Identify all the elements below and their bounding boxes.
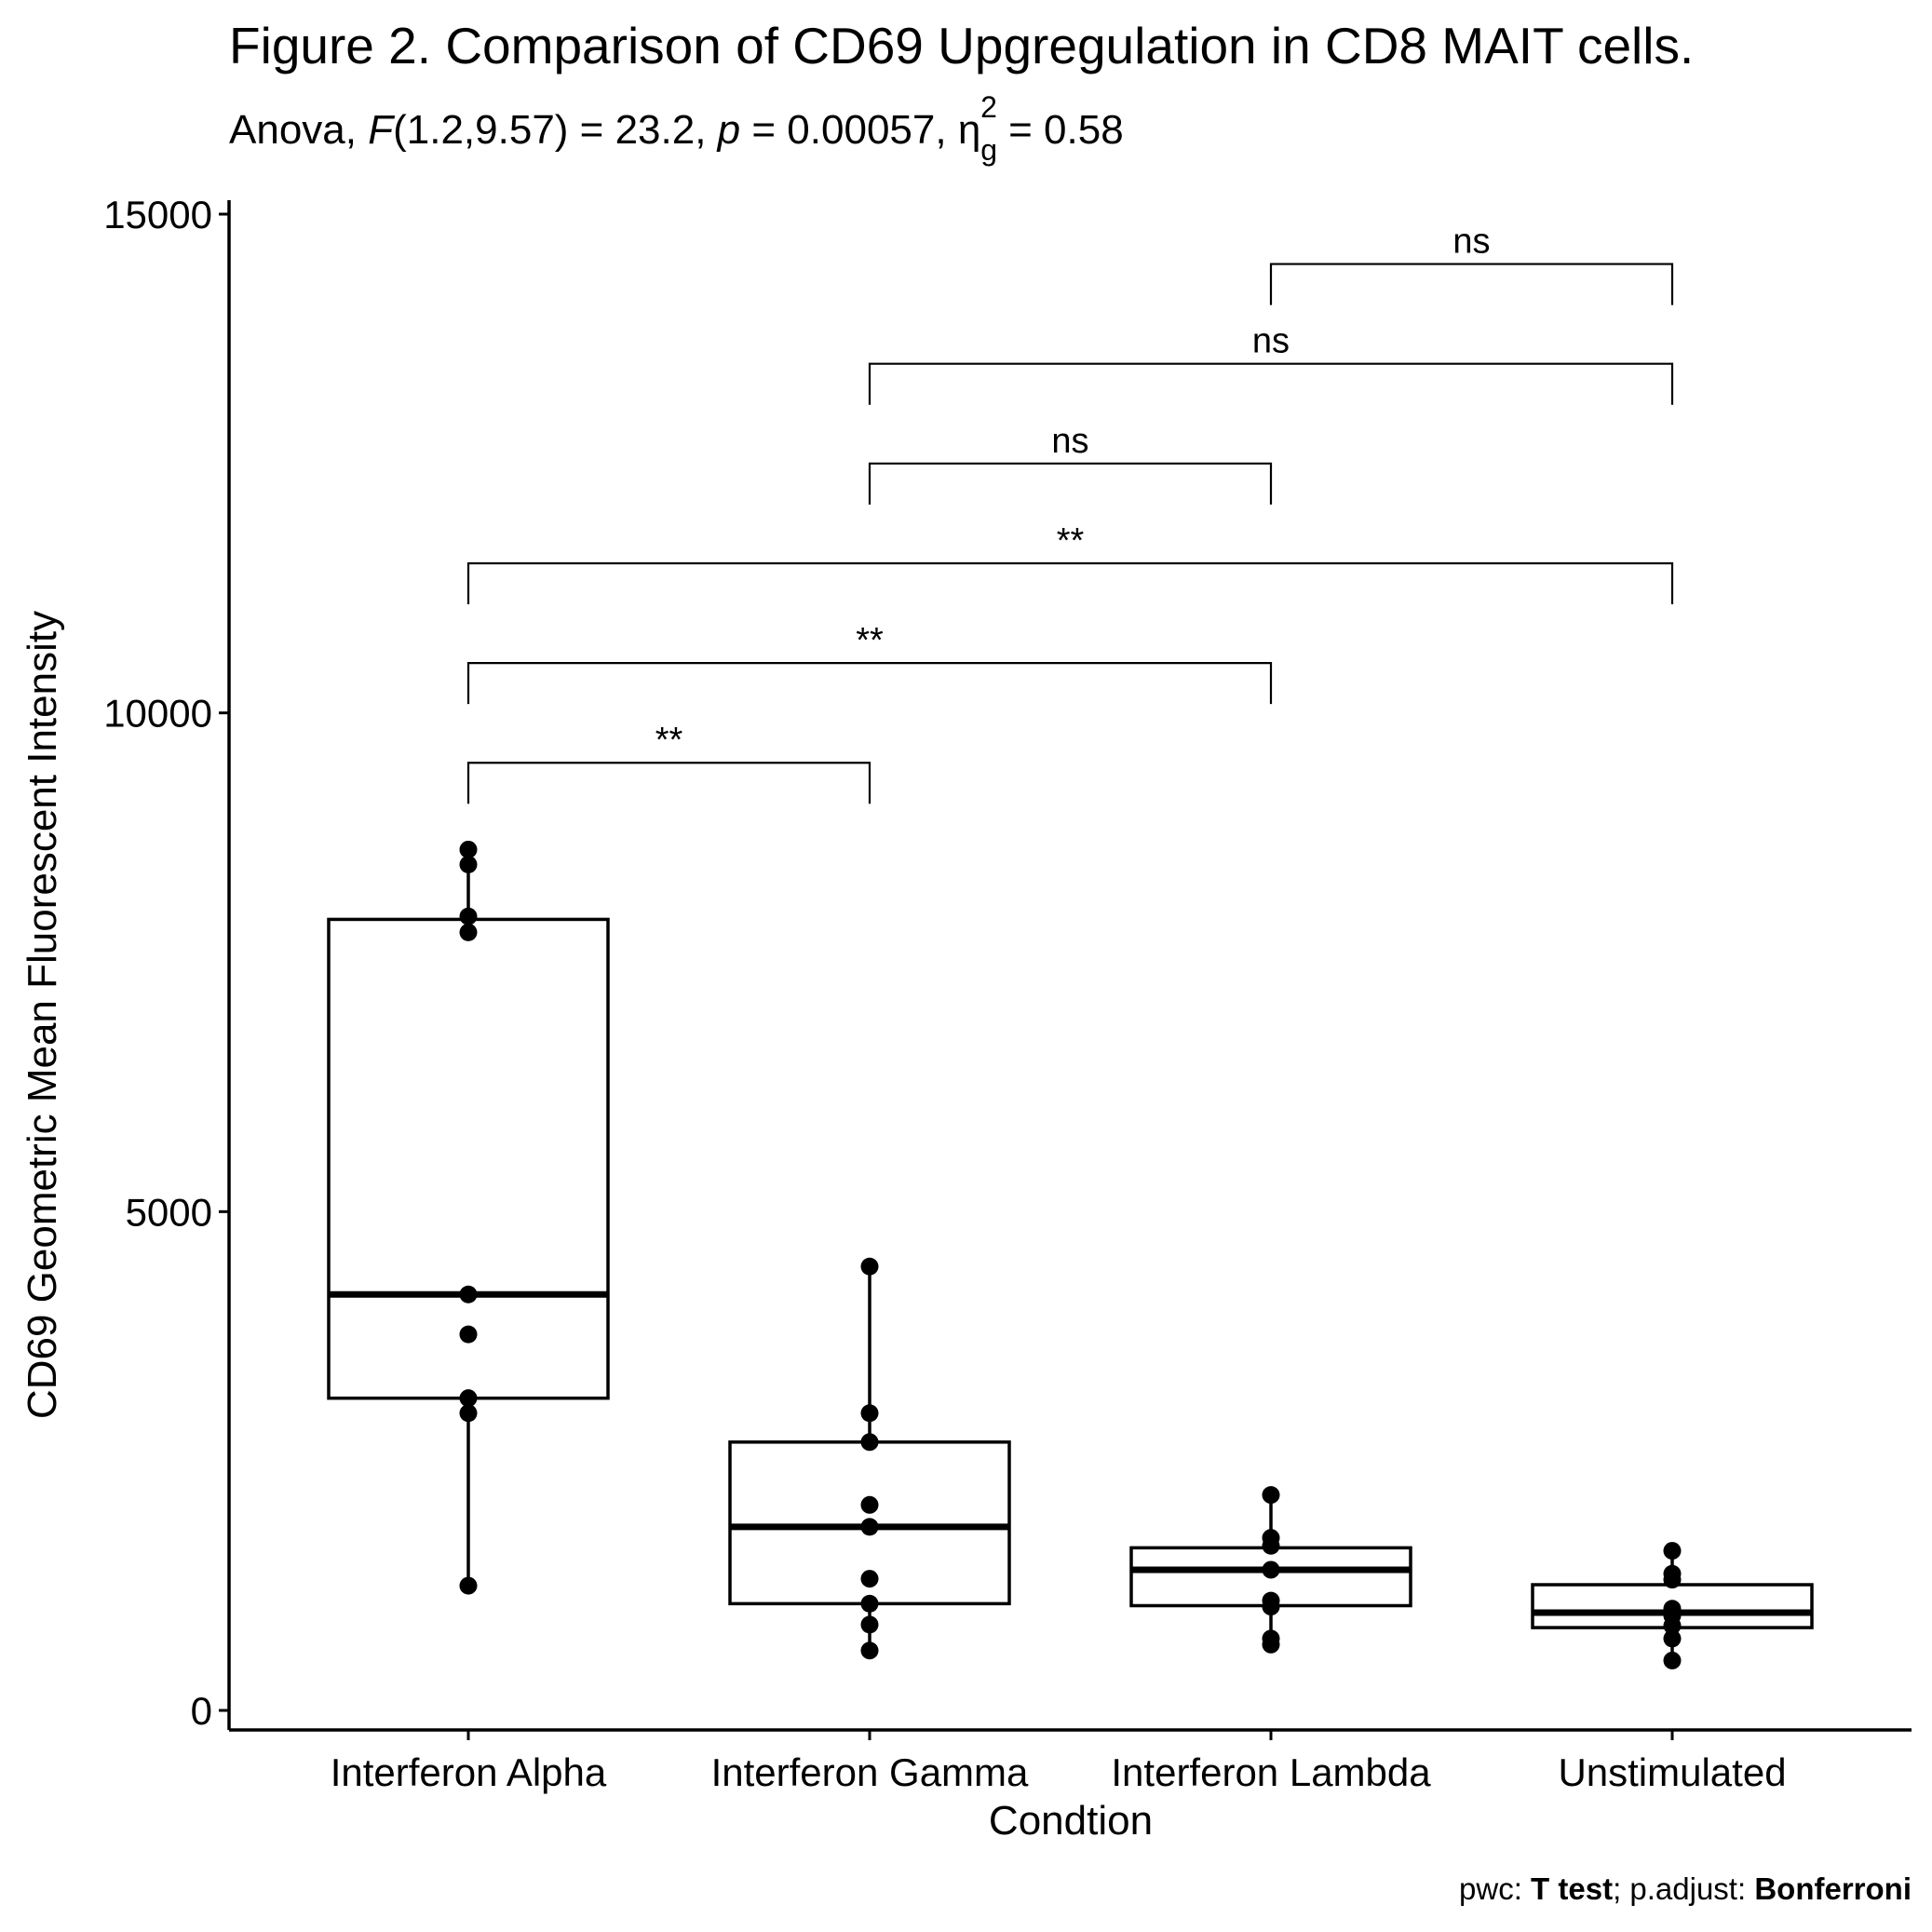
data-point bbox=[459, 1404, 478, 1423]
y-tick-label: 5000 bbox=[126, 1190, 212, 1234]
data-point bbox=[1262, 1598, 1280, 1616]
data-point bbox=[860, 1257, 879, 1276]
data-point bbox=[1262, 1560, 1280, 1579]
box-group bbox=[1129, 1486, 1412, 1654]
data-point bbox=[459, 840, 478, 858]
bracket-line bbox=[466, 662, 1273, 705]
box-group bbox=[728, 1257, 1011, 1660]
y-tick-label: 10000 bbox=[103, 692, 212, 736]
significance-label: ns bbox=[1452, 223, 1490, 262]
data-point bbox=[860, 1433, 879, 1452]
data-point bbox=[459, 1576, 478, 1595]
caption: pwc: T test; p.adjust: Bonferroni bbox=[1459, 1871, 1912, 1906]
significance-label: ** bbox=[856, 621, 884, 660]
box-group bbox=[327, 840, 610, 1595]
data-point bbox=[459, 1389, 478, 1408]
data-point bbox=[459, 923, 478, 941]
bracket-line bbox=[466, 762, 871, 804]
chart-subtitle: Anova, F(1.2,9.57) = 23.2, p = 0.00057, … bbox=[229, 90, 1124, 167]
data-point bbox=[1663, 1651, 1682, 1669]
data-point bbox=[1663, 1542, 1682, 1560]
data-point bbox=[860, 1642, 879, 1660]
x-axis-title: Condtion bbox=[989, 1798, 1153, 1844]
data-point bbox=[1262, 1486, 1280, 1505]
data-point bbox=[1262, 1536, 1280, 1555]
significance-bracket: ns bbox=[868, 422, 1273, 505]
box-group bbox=[1531, 1542, 1814, 1669]
data-point bbox=[860, 1594, 879, 1613]
data-point bbox=[459, 1285, 478, 1304]
data-point bbox=[459, 907, 478, 925]
data-point bbox=[459, 856, 478, 874]
y-tick-label: 0 bbox=[191, 1689, 212, 1733]
data-point bbox=[860, 1615, 879, 1634]
y-tick-label: 15000 bbox=[103, 193, 212, 236]
significance-bracket: ** bbox=[466, 721, 871, 804]
significance-bracket: ns bbox=[1269, 223, 1674, 305]
significance-bracket: ** bbox=[466, 621, 1273, 705]
data-point bbox=[860, 1570, 879, 1588]
data-point bbox=[1663, 1616, 1682, 1635]
data-point bbox=[1663, 1571, 1682, 1589]
y-axis-title: CD69 Geometric Mean Fluorescent Intensit… bbox=[20, 611, 65, 1419]
plot-area: 0 5000 10000 15000 Interferon Alpha Interfero… bbox=[103, 193, 1912, 1794]
data-point bbox=[860, 1495, 879, 1514]
significance-label: ns bbox=[1051, 422, 1088, 461]
significance-label: ** bbox=[655, 721, 683, 760]
significance-bracket: ** bbox=[466, 521, 1674, 604]
significance-label: ns bbox=[1252, 322, 1290, 361]
bracket-line bbox=[868, 362, 1674, 405]
x-tick-label: Interferon Lambda bbox=[1111, 1750, 1431, 1794]
data-point bbox=[1262, 1635, 1280, 1654]
significance-bracket: ns bbox=[868, 322, 1674, 405]
data-point bbox=[459, 1325, 478, 1344]
bracket-line bbox=[1269, 263, 1674, 305]
x-tick-label: Interferon Alpha bbox=[331, 1750, 607, 1794]
significance-label: ** bbox=[1057, 521, 1085, 561]
bracket-line bbox=[466, 561, 1674, 604]
data-point bbox=[860, 1404, 879, 1423]
chart-title: Figure 2. Comparison of CD69 Upgregulati… bbox=[229, 17, 1694, 74]
bracket-line bbox=[868, 462, 1273, 505]
box bbox=[327, 917, 610, 1400]
x-tick-label: Unstimulated bbox=[1558, 1750, 1786, 1794]
data-point bbox=[860, 1518, 879, 1536]
x-tick-label: Interferon Gamma bbox=[711, 1750, 1029, 1794]
data-point bbox=[1663, 1629, 1682, 1648]
